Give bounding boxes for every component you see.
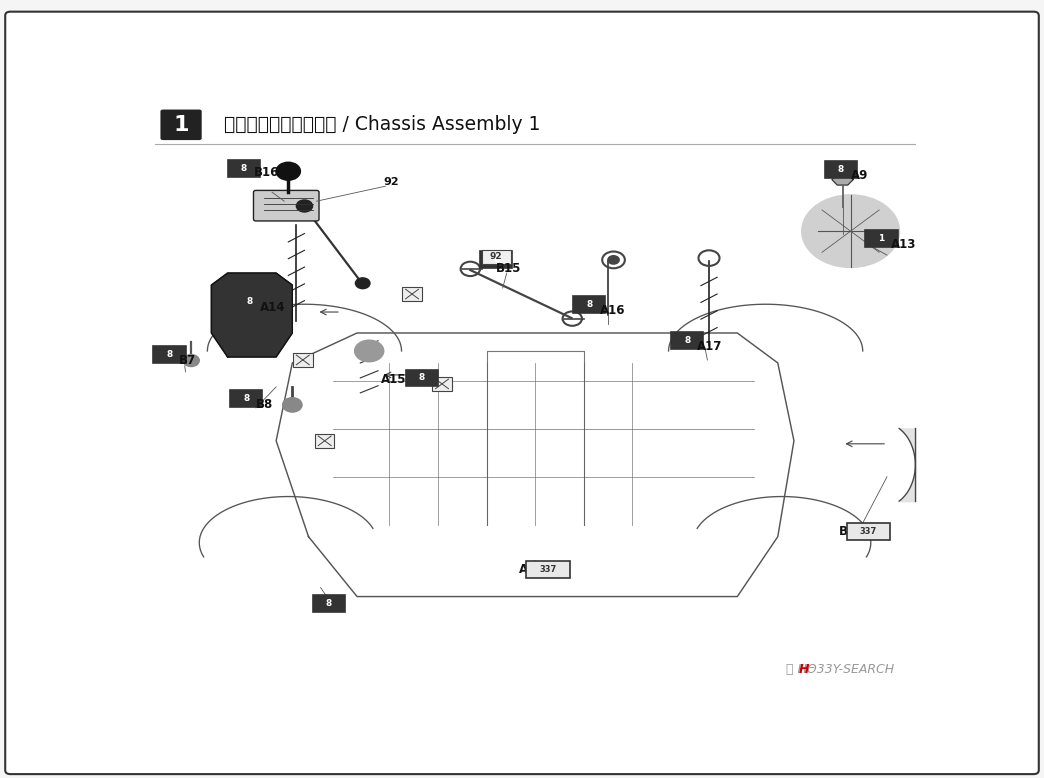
FancyBboxPatch shape: [480, 251, 513, 268]
Text: A1: A1: [519, 563, 537, 576]
Text: 92: 92: [490, 252, 502, 261]
FancyBboxPatch shape: [161, 110, 201, 140]
FancyBboxPatch shape: [293, 352, 312, 367]
Text: 92: 92: [383, 177, 399, 187]
FancyBboxPatch shape: [315, 433, 334, 448]
FancyBboxPatch shape: [405, 370, 437, 387]
FancyBboxPatch shape: [865, 230, 898, 247]
Text: B2: B2: [838, 525, 856, 538]
Text: 8: 8: [243, 394, 250, 403]
FancyBboxPatch shape: [573, 296, 606, 313]
Circle shape: [276, 163, 301, 180]
Text: A13: A13: [891, 238, 917, 251]
Text: 8: 8: [586, 300, 592, 309]
Text: シャシーの組み立て１ / Chassis Assembly 1: シャシーの組み立て１ / Chassis Assembly 1: [223, 115, 540, 134]
FancyBboxPatch shape: [153, 346, 186, 363]
Polygon shape: [832, 174, 853, 185]
FancyBboxPatch shape: [825, 161, 857, 178]
Text: A16: A16: [599, 303, 625, 317]
Text: 8: 8: [166, 350, 172, 359]
Circle shape: [296, 200, 312, 212]
Text: B8: B8: [256, 398, 274, 412]
Text: B15: B15: [496, 261, 522, 275]
Text: Ⓝ HΘ33Y-SEARCH: Ⓝ HΘ33Y-SEARCH: [786, 663, 894, 676]
Text: A17: A17: [697, 340, 722, 353]
Text: 1: 1: [878, 234, 884, 243]
Text: 8: 8: [493, 255, 499, 264]
Text: 8: 8: [241, 163, 246, 173]
FancyBboxPatch shape: [312, 595, 345, 612]
FancyBboxPatch shape: [228, 159, 260, 177]
Text: 337: 337: [540, 565, 556, 574]
Text: 337: 337: [860, 527, 877, 536]
FancyBboxPatch shape: [671, 332, 704, 349]
FancyBboxPatch shape: [847, 524, 891, 540]
Text: 8: 8: [419, 373, 425, 383]
Text: A15: A15: [381, 373, 407, 386]
Text: 8: 8: [326, 599, 332, 608]
FancyBboxPatch shape: [233, 293, 265, 310]
Circle shape: [183, 355, 199, 366]
Text: B7: B7: [180, 354, 196, 367]
FancyBboxPatch shape: [481, 250, 511, 264]
Circle shape: [608, 256, 619, 264]
Text: 8: 8: [684, 336, 690, 345]
FancyBboxPatch shape: [230, 391, 262, 407]
Circle shape: [355, 278, 370, 289]
Text: A9: A9: [851, 169, 868, 182]
Polygon shape: [211, 273, 292, 357]
Text: 8: 8: [246, 297, 253, 307]
Text: B16: B16: [255, 166, 280, 179]
Text: 8: 8: [837, 165, 844, 174]
FancyBboxPatch shape: [526, 561, 570, 578]
Circle shape: [283, 398, 302, 412]
Text: 1: 1: [173, 115, 189, 135]
FancyBboxPatch shape: [432, 377, 452, 391]
Circle shape: [802, 195, 899, 267]
FancyBboxPatch shape: [402, 287, 422, 301]
Circle shape: [355, 340, 384, 362]
FancyBboxPatch shape: [254, 191, 319, 221]
Text: A14: A14: [260, 301, 285, 314]
Text: H: H: [799, 663, 809, 676]
